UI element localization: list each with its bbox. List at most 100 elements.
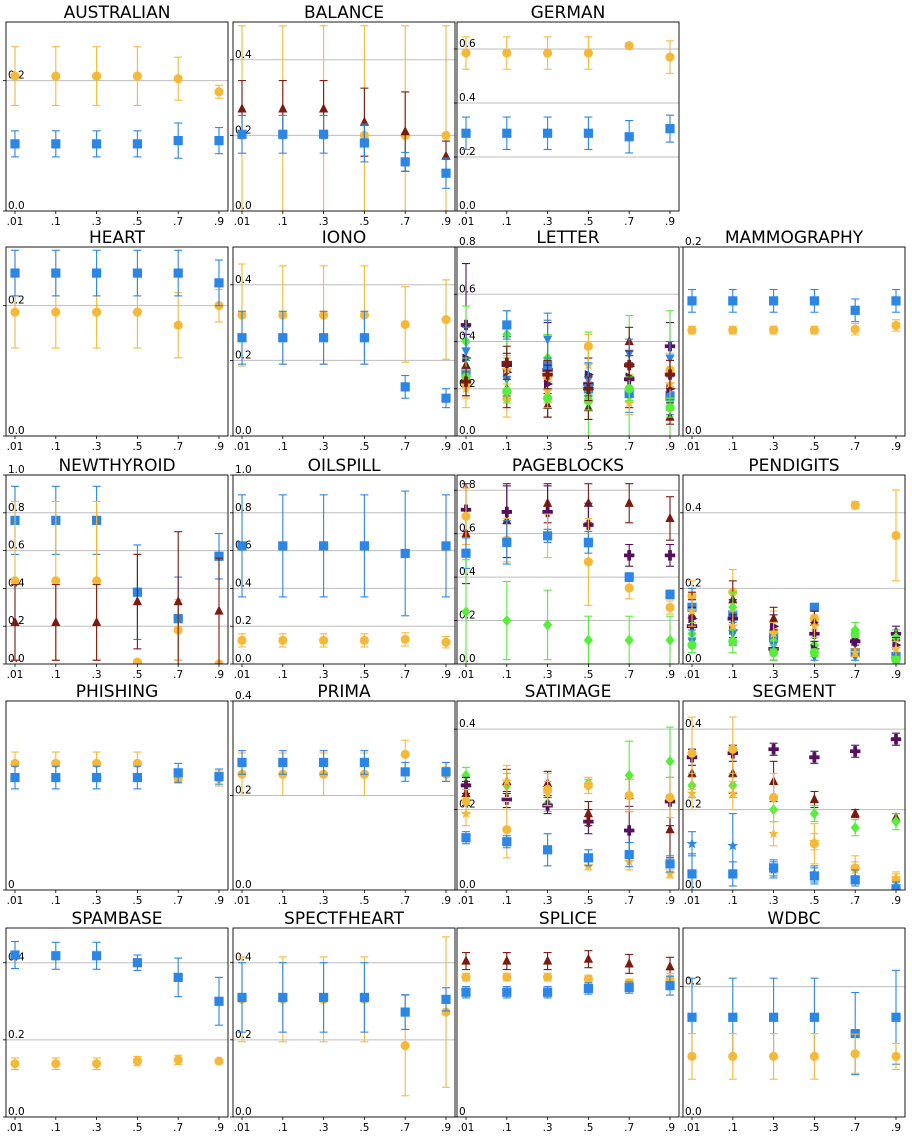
x-tick-label: .3	[543, 1122, 553, 1134]
point-blue	[237, 541, 247, 551]
point-blue	[237, 129, 247, 139]
panel-title: MAMMOGRAPHY	[725, 228, 864, 248]
point-purple	[809, 752, 820, 763]
y-tick-label: 0.0	[235, 1106, 252, 1118]
series-group	[10, 249, 224, 359]
y-tick-label: 0.4	[235, 274, 252, 286]
x-tick-label: .5	[359, 216, 369, 228]
y-tick-label: 0.0	[8, 425, 25, 437]
series-group	[237, 25, 451, 211]
point-blue	[132, 139, 142, 149]
y-tick-label: 0.2	[459, 146, 476, 158]
panel-segment: SEGMENT 0.0 0.2 0.4 .01 .1 .3 .5 .7 .9	[680, 682, 906, 907]
x-tick-label: .9	[214, 1122, 224, 1134]
point-green2	[769, 648, 779, 658]
series-group	[237, 936, 451, 1097]
point-orange	[173, 320, 183, 330]
x-tick-label: .5	[132, 895, 142, 907]
point-orange	[624, 41, 634, 51]
y-tick-label: 0.0	[8, 200, 25, 212]
point-blue	[173, 136, 183, 146]
x-tick-label: .7	[624, 895, 634, 907]
point-red2	[583, 383, 594, 394]
x-tick-label: .5	[359, 669, 369, 681]
point-orange	[173, 1055, 183, 1065]
x-tick-label: .3	[92, 895, 102, 907]
point-blue	[132, 268, 142, 278]
point-blue2	[665, 354, 675, 364]
x-tick-label: .9	[665, 441, 675, 453]
panel-title: LETTER	[536, 228, 599, 248]
point-blue	[400, 1007, 410, 1017]
point-orange2	[501, 775, 513, 786]
x-tick-label: .3	[769, 895, 779, 907]
point-green	[461, 606, 471, 618]
x-tick-label: .9	[665, 1122, 675, 1134]
panel-frame	[5, 246, 229, 437]
point-purple	[501, 506, 512, 518]
point-red	[10, 616, 20, 627]
point-orange2	[890, 872, 902, 883]
x-tick-label: .5	[359, 441, 369, 453]
point-blue	[319, 757, 329, 768]
point-orange	[400, 749, 410, 759]
y-tick-label: 0.2	[235, 615, 252, 627]
point-orange	[400, 319, 410, 330]
series-group	[237, 739, 451, 797]
point-blue	[461, 987, 471, 997]
point-red2	[460, 376, 472, 387]
point-blue	[461, 128, 471, 138]
point-blue	[687, 296, 697, 306]
point-blue	[319, 541, 329, 551]
point-orange2	[809, 836, 820, 847]
y-tick-label: 0.0	[459, 200, 476, 212]
point-blue	[728, 869, 738, 879]
x-tick-label: .1	[278, 895, 288, 907]
x-tick-label: .1	[278, 216, 288, 228]
point-orange	[132, 1056, 142, 1066]
x-tick-label: .1	[502, 895, 512, 907]
panel-title: PAGEBLOCKS	[512, 456, 624, 476]
point-blue	[359, 333, 369, 343]
x-tick-label: .01	[7, 895, 24, 907]
y-tick-label: 0.8	[459, 236, 476, 248]
panel-frame	[456, 246, 680, 437]
series-group	[10, 751, 224, 790]
x-tick-label: .1	[502, 441, 512, 453]
x-tick-label: .5	[583, 1122, 593, 1134]
y-tick-label: 0.4	[235, 577, 252, 589]
panel-prima: PRIMA 0.0 0.2 0.4 .01 .1 .3 .5 .7 .9	[230, 682, 456, 907]
point-blue	[319, 992, 329, 1003]
x-tick-label: .5	[132, 1122, 142, 1134]
point-orange	[92, 1059, 102, 1069]
point-orange	[441, 1007, 451, 1017]
point-blue	[583, 537, 593, 547]
point-blue	[214, 996, 224, 1006]
point-orange	[543, 48, 553, 58]
point-blue	[543, 531, 553, 541]
y-tick-label: 0.0	[8, 1106, 25, 1118]
panel-heart: HEART 0.0 0.2 .01 .1 .3 .5 .7 .9	[3, 228, 229, 453]
x-tick-label: .1	[278, 1122, 288, 1134]
panel-title: PENDIGITS	[748, 456, 839, 476]
point-green2	[687, 640, 697, 650]
point-blue	[665, 859, 675, 869]
series-group	[10, 46, 224, 159]
point-green	[583, 634, 593, 646]
x-tick-label: .7	[624, 441, 634, 453]
point-blue2	[543, 335, 553, 345]
point-red	[132, 596, 142, 606]
panel-frame	[5, 474, 229, 665]
point-orange	[891, 320, 901, 331]
y-tick-label: 0	[8, 879, 15, 891]
point-blue	[441, 541, 451, 551]
point-green2	[891, 655, 901, 664]
y-tick-label: 0.0	[459, 879, 476, 891]
point-orange	[543, 972, 553, 982]
point-red	[51, 616, 61, 627]
point-orange	[461, 48, 471, 58]
point-orange	[51, 307, 61, 317]
y-tick-label: 0.0	[685, 653, 702, 665]
x-tick-label: .3	[92, 216, 102, 228]
